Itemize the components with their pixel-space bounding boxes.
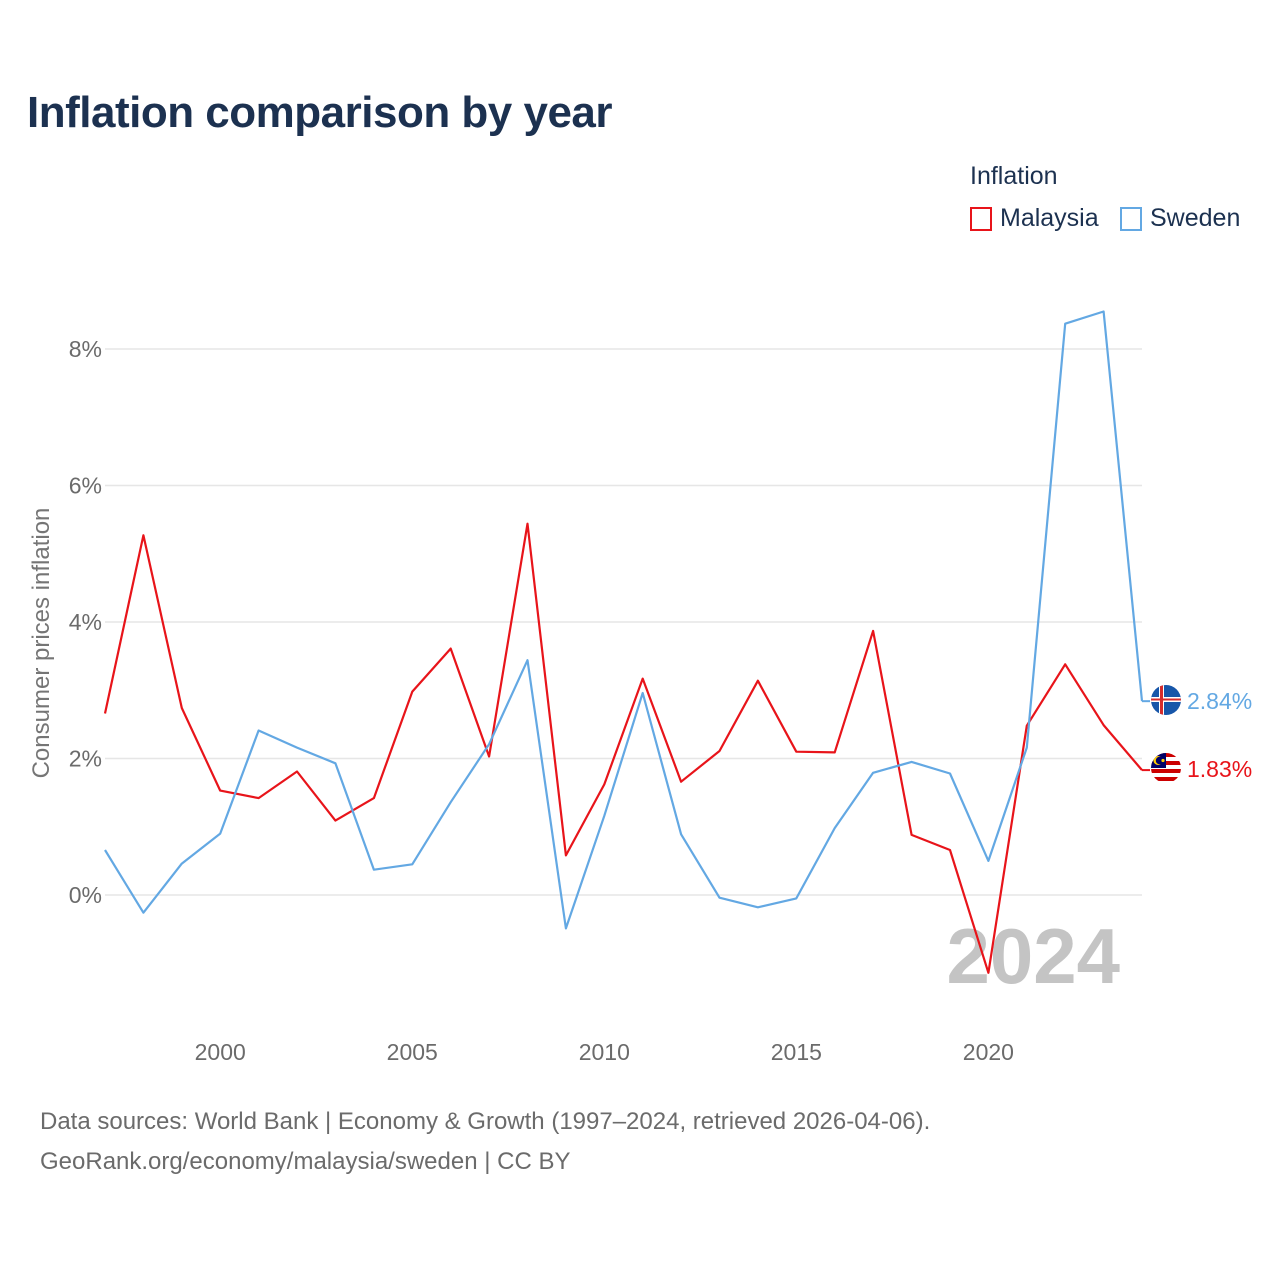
x-tick-label: 2020 <box>963 1039 1014 1065</box>
footer-sources: Data sources: World Bank | Economy & Gro… <box>40 1108 931 1135</box>
x-tick-label: 2015 <box>771 1039 822 1065</box>
legend-swatch-malaysia <box>970 206 992 231</box>
series-lines: 1.83% 2.84% <box>103 310 1252 974</box>
x-tick-label: 2005 <box>387 1039 438 1065</box>
y-tick-label: 8% <box>69 336 102 362</box>
legend-label-malaysia: Malaysia <box>1000 204 1099 232</box>
chart-title: Inflation comparison by year <box>27 88 613 137</box>
y-tick-label: 4% <box>69 609 102 635</box>
y-axis-ticks: 0% 2% 4% 6% 8% <box>69 336 102 908</box>
legend-title: Inflation <box>970 162 1058 190</box>
x-tick-label: 2000 <box>195 1039 246 1065</box>
legend-item-malaysia[interactable]: Malaysia <box>970 204 1099 233</box>
legend-swatch-sweden <box>1120 206 1142 231</box>
x-tick-label: 2010 <box>579 1039 630 1065</box>
footer-attribution: GeoRank.org/economy/malaysia/sweden | CC… <box>40 1148 571 1175</box>
end-label-malaysia: 1.83% <box>1187 756 1252 782</box>
end-label-sweden: 2.84% <box>1187 688 1252 714</box>
grid-lines <box>105 348 1142 896</box>
y-tick-label: 0% <box>69 882 102 908</box>
y-tick-label: 2% <box>69 746 102 772</box>
legend-item-sweden[interactable]: Sweden <box>1120 204 1240 233</box>
legend-label-sweden: Sweden <box>1150 204 1241 232</box>
year-watermark: 2024 <box>946 912 1120 1000</box>
x-axis-ticks: 2000 2005 2010 2015 2020 <box>195 1039 1014 1065</box>
series-line-sweden[interactable] <box>104 310 1144 930</box>
y-tick-label: 6% <box>69 473 102 499</box>
series-line-malaysia[interactable] <box>103 522 1143 974</box>
sweden-flag-icon <box>1151 685 1181 715</box>
malaysia-flag-icon <box>1151 753 1181 783</box>
